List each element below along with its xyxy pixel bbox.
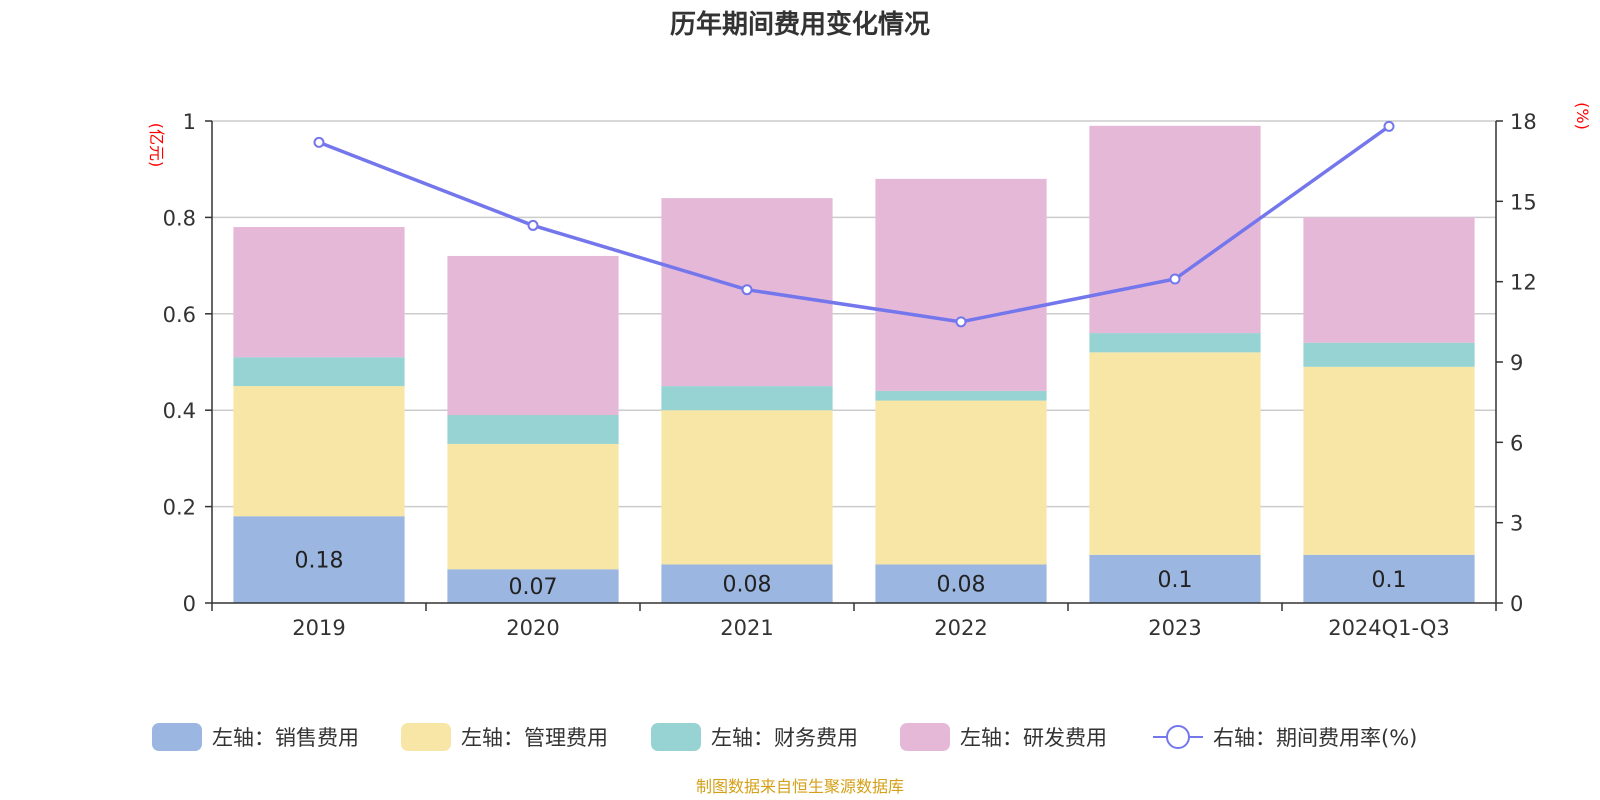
data-labels: 0.18 0.07 0.08 0.08 0.1 0.1: [295, 549, 1407, 601]
bar-rd-expense-2022: [875, 178, 1047, 391]
legend-swatch-admin-expense: [401, 723, 451, 751]
legend-label: 左轴：研发费用: [960, 726, 1107, 750]
x-tick-label: 2022: [934, 616, 987, 640]
bar-rd-expense-2023: [1089, 125, 1261, 334]
left-tick-label: 0: [183, 592, 196, 616]
expense-rate-point-2020: [527, 219, 539, 231]
bar-admin-expense-2021: [661, 410, 833, 565]
bar-finance-expense-2021: [661, 386, 833, 411]
bar-rd-expense-2024Q1-Q3: [1303, 217, 1475, 343]
right-tick-label: 18: [1510, 110, 1537, 134]
chart-title: 历年期间费用变化情况: [670, 9, 930, 40]
expense-rate-point-2022: [955, 316, 967, 328]
legend-swatch-rd-expense: [900, 723, 950, 751]
data-label-2021: 0.08: [723, 573, 772, 598]
bar-admin-expense-2022: [875, 400, 1047, 565]
data-label-2020: 0.07: [509, 575, 558, 600]
x-tick-label: 2019: [292, 616, 345, 640]
bar-sales-expense-2019: [233, 516, 405, 603]
right-axis-unit: (%): [1573, 102, 1592, 130]
left-tick-label: 1: [183, 110, 196, 134]
expense-rate-point-2023: [1169, 273, 1181, 285]
right-tick-label: 12: [1510, 271, 1537, 295]
grid-lines: [212, 120, 1496, 508]
right-tick-label: 3: [1510, 512, 1523, 536]
bar-admin-expense-2024Q1-Q3: [1303, 366, 1475, 555]
data-label-2019: 0.18: [295, 549, 344, 574]
legend-label: 右轴：期间费用率(%): [1213, 726, 1417, 750]
bar-finance-expense-2019: [233, 357, 405, 387]
left-tick-label: 0.4: [163, 399, 196, 423]
bar-rd-expense-2020: [447, 255, 619, 416]
right-tick-label: 6: [1510, 431, 1523, 455]
bar-sales-expense-2024Q1-Q3: [1303, 554, 1475, 603]
legend: 左轴：销售费用 左轴：管理费用 左轴：财务费用 左轴：研发费用 右轴：期间费用率(%): [152, 723, 1417, 751]
left-tick-label: 0.8: [163, 206, 196, 230]
bar-finance-expense-2020: [447, 415, 619, 444]
bar-admin-expense-2019: [233, 386, 405, 517]
bar-sales-expense-2023: [1089, 554, 1261, 603]
bar-rd-expense-2019: [233, 227, 405, 358]
bar-admin-expense-2020: [447, 443, 619, 570]
bar-finance-expense-2023: [1089, 333, 1261, 353]
legend-swatch-finance-expense: [651, 723, 701, 751]
line-series: [313, 120, 1395, 328]
source-note: 制图数据来自恒生聚源数据库: [696, 777, 904, 796]
expense-rate-point-2019: [313, 136, 325, 148]
data-label-2022: 0.08: [937, 573, 986, 598]
bar-sales-expense-2020: [447, 569, 619, 603]
expense-rate-point-2024Q1-Q3: [1383, 120, 1395, 132]
legend-label: 左轴：销售费用: [212, 726, 359, 750]
expense-rate-line: [318, 124, 1391, 324]
right-tick-label: 9: [1510, 351, 1523, 375]
x-tick-label: 2020: [506, 616, 559, 640]
x-tick-label: 2024Q1-Q3: [1328, 616, 1450, 640]
legend-swatch-sales-expense: [152, 723, 202, 751]
bar-sales-expense-2021: [661, 564, 833, 603]
bar-finance-expense-2022: [875, 390, 1047, 401]
axes: 0 0.2 0.4 0.6 0.8 1 0 3 6 9 12 15 18 2019 2020 2021 2022…: [163, 110, 1537, 640]
right-tick-label: 0: [1510, 592, 1523, 616]
x-tick-label: 2021: [720, 616, 773, 640]
bar-series: [233, 125, 1475, 603]
x-tick-label: 2023: [1148, 616, 1201, 640]
expense-rate-point-2021: [741, 284, 753, 296]
legend-label: 左轴：管理费用: [461, 726, 608, 750]
left-tick-label: 0.6: [163, 303, 196, 327]
bar-finance-expense-2024Q1-Q3: [1303, 342, 1475, 367]
left-tick-label: 0.2: [163, 496, 196, 520]
data-label-2024Q1-Q3: 0.1: [1372, 568, 1407, 593]
right-tick-label: 15: [1510, 190, 1537, 214]
bar-admin-expense-2023: [1089, 352, 1261, 555]
legend-line-marker: [1166, 725, 1190, 749]
data-label-2023: 0.1: [1158, 568, 1193, 593]
left-axis-unit: (亿元): [147, 123, 166, 168]
legend-label: 左轴：财务费用: [711, 726, 858, 750]
bar-sales-expense-2022: [875, 564, 1047, 603]
